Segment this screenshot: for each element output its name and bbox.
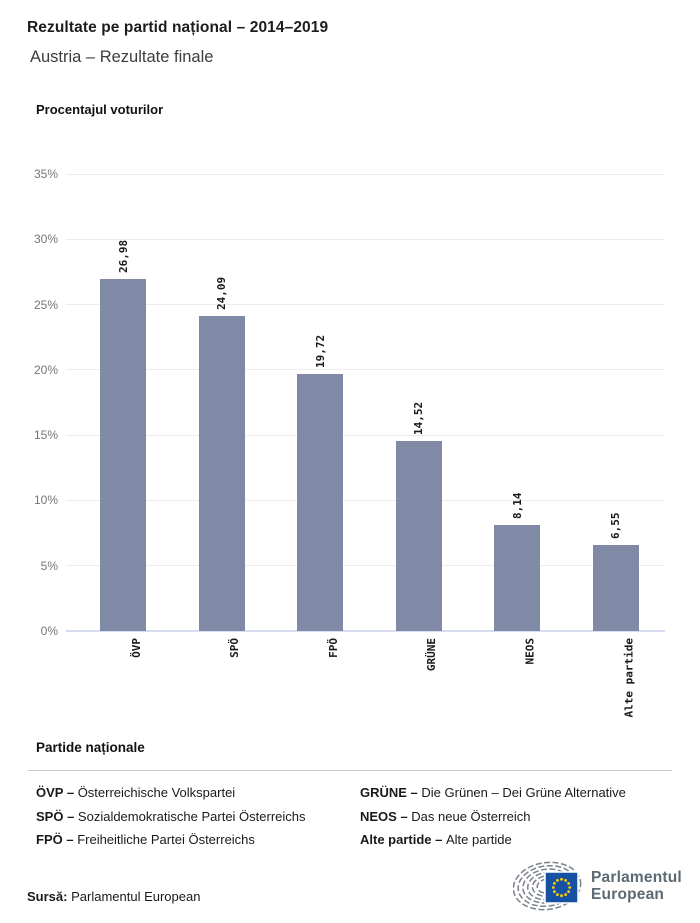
x-axis-label: FPÖ — [326, 638, 340, 658]
x-axis-label: GRÜNE — [425, 638, 438, 672]
y-tick-label: 30% — [33, 232, 58, 247]
bar-value-label: 6,55 — [609, 512, 622, 540]
source-text: Parlamentul European — [71, 889, 201, 904]
chart-title: Procentajul voturilor — [36, 102, 164, 117]
y-tick-label: 20% — [33, 362, 58, 377]
legend-column-1: ÖVP – Österreichische Volkspartei SPÖ – S… — [36, 784, 356, 855]
x-axis-label: Alte partide — [622, 638, 635, 718]
gridline — [66, 434, 665, 436]
legend-item: Alte partide – Alte partide — [360, 832, 512, 847]
bar-value-label: 26,98 — [116, 239, 130, 273]
gridline — [66, 565, 665, 567]
legend-item: ÖVP – Österreichische Volkspartei — [36, 785, 236, 800]
bar-value-label: 14,52 — [412, 402, 425, 436]
bar-NEOS — [494, 524, 540, 631]
logo-text-line2: European — [591, 886, 665, 903]
gridline — [66, 304, 665, 306]
legend-item: NEOS – Das neue Österreich — [360, 808, 531, 824]
y-tick-label: 25% — [33, 297, 58, 312]
gridline — [66, 499, 665, 501]
european-parliament-logo: Parlamentul European — [513, 860, 682, 912]
y-tick-label: 0% — [40, 624, 58, 638]
logo-text-line1: Parlamentul — [591, 868, 682, 886]
legend-column-2: GRÜNE – Die Grünen – Dei Grüne Alternati… — [360, 784, 690, 855]
y-tick-label: 15% — [33, 428, 58, 443]
legend-divider — [28, 770, 672, 771]
gridline — [66, 173, 665, 175]
bar-value-label: 19,72 — [313, 334, 327, 368]
x-axis-baseline — [66, 630, 665, 632]
hemicycle-eu-flag-icon — [513, 861, 582, 911]
bar-Alte partide — [592, 545, 639, 631]
page-subtitle: Austria – Rezultate finale — [30, 48, 214, 66]
source-label: Sursă: — [27, 889, 68, 904]
bar-ÖVP — [100, 278, 146, 631]
legend-title: Partide naționale — [36, 740, 145, 755]
bar-FPÖ — [297, 373, 343, 631]
x-axis-label: SPÖ — [228, 638, 241, 658]
x-axis-label: ÖVP — [129, 638, 143, 658]
x-axis-label: NEOS — [523, 638, 537, 665]
gridline — [66, 238, 665, 240]
gridline — [66, 369, 665, 371]
page-title: Rezultate pe partid național – 2014–2019 — [27, 19, 329, 36]
bar-GRÜNE — [395, 441, 442, 631]
logo-text: Parlamentul European — [591, 869, 682, 904]
legend-item: FPÖ – Freiheitliche Partei Österreichs — [36, 832, 255, 847]
bar-value-label: 8,14 — [510, 492, 524, 519]
source-line: Sursă: Parlamentul European — [27, 889, 200, 904]
bar-SPÖ — [198, 316, 245, 631]
y-tick-label: 10% — [33, 493, 58, 508]
bar-value-label: 24,09 — [215, 277, 228, 311]
bar-chart: 0% 5% 10% 15% 20% 25% 30% 35% 26,98 ÖVP 24,09 SPÖ 19… — [33, 167, 665, 717]
legend-item: SPÖ – Sozialdemokratische Partei Österre… — [36, 808, 306, 824]
y-tick-label: 5% — [40, 558, 58, 573]
y-tick-label: 35% — [33, 167, 58, 181]
legend-item: GRÜNE – Die Grünen – Dei Grüne Alternati… — [360, 785, 626, 800]
